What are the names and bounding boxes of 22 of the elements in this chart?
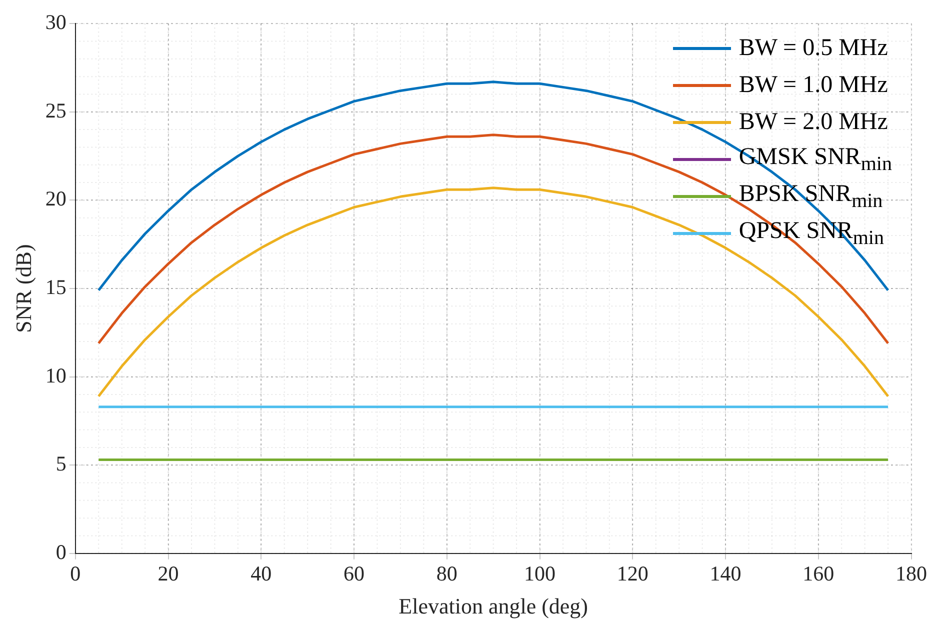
x-tick-label: 20 (158, 562, 179, 586)
x-tick-label: 60 (344, 562, 365, 586)
legend-label: BPSK SNR$_{min}$ (738, 180, 883, 212)
y-tick-label: 20 (45, 186, 66, 211)
y-tick-label: 30 (45, 10, 66, 34)
x-tick-label: 100 (524, 562, 556, 586)
legend-label: BW = 2.0 MHz (738, 109, 888, 136)
y-axis-title: SNR (dB) (10, 244, 36, 333)
x-tick-label: 140 (710, 562, 742, 586)
y-tick-label: 10 (45, 363, 66, 388)
y-tick-label: 25 (45, 98, 66, 122)
x-axis-title: Elevation angle (deg) (398, 594, 588, 619)
x-tick-label: 180 (896, 562, 927, 586)
legend-label: BW = 0.5 MHz (738, 35, 888, 62)
y-tick-label: 15 (45, 275, 66, 300)
x-tick-label: 120 (616, 562, 648, 586)
legend-label: BW = 1.0 MHz (738, 72, 888, 99)
x-tick-label: 160 (802, 562, 834, 586)
y-tick-label: 0 (56, 540, 66, 564)
x-tick-label: 80 (436, 562, 458, 586)
x-tick-label: 40 (250, 562, 272, 586)
y-tick-label: 5 (56, 452, 66, 476)
